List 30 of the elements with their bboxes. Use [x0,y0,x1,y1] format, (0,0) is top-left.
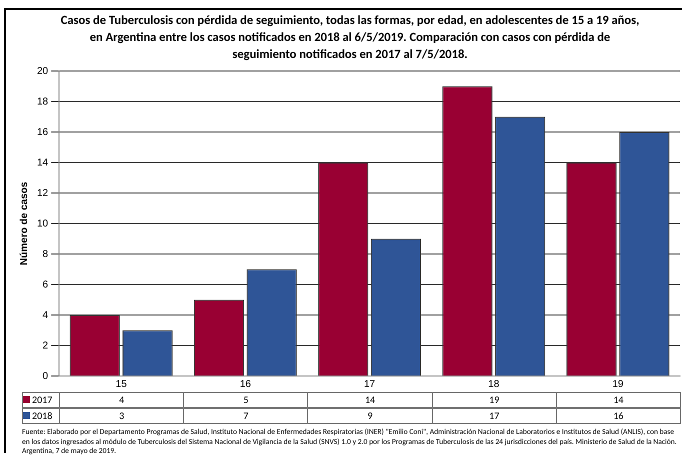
x-tick-label: 16 [240,378,252,390]
legend-label: 2018 [22,408,60,424]
data-label: 3 [59,408,184,424]
x-tick-label: 15 [116,378,128,390]
legend-label: 2017 [22,392,60,408]
y-tick-label: 6 [42,279,49,290]
y-tick-label: 10 [37,218,49,230]
data-label: 14 [307,392,433,408]
y-tick-label: 12 [37,188,49,199]
y-tick-label: 20 [37,66,49,77]
y-tick-label: 2 [42,340,49,352]
y-tick-label: 8 [42,248,49,260]
data-label: 16 [556,408,681,424]
y-tick-label: 0 [42,370,49,382]
data-label: 14 [556,392,681,408]
data-label: 19 [432,392,557,408]
y-axis-title: Número de casos [18,181,30,266]
y-tick-label: 14 [37,157,49,168]
chart-title: Casos de Tuberculosis con pérdida de seguimiento, todas las formas, por edad, en adolescentes de 15 a 19 años, en Argentina entre los casos notificados en 2018 al 6/5/2019. Comparación con casos con pérdida de seguimiento notificados en 2017 al 7/5/2018. [60,12,640,63]
data-label: 4 [59,392,184,408]
y-tick-label: 18 [37,96,49,108]
data-label: 7 [183,408,308,424]
y-tick-label: 4 [42,310,49,321]
x-tick-label: 19 [612,378,624,390]
data-label: 9 [307,408,433,424]
data-label: 5 [183,392,308,408]
y-tick-label: 16 [37,126,49,138]
x-tick-label: 17 [364,378,376,390]
x-tick-label: 18 [488,378,500,390]
data-label: 17 [432,408,557,424]
